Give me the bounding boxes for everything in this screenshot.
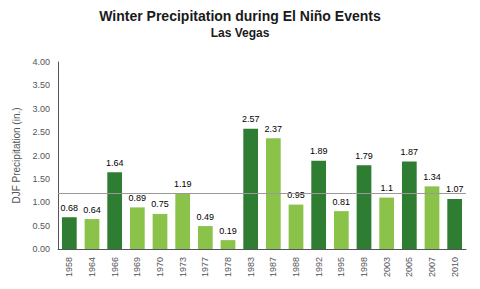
svg-text:2005: 2005 <box>404 257 414 277</box>
svg-text:1988: 1988 <box>291 257 301 277</box>
svg-text:2.50: 2.50 <box>32 127 50 137</box>
svg-text:1983: 1983 <box>246 257 256 277</box>
svg-text:1.89: 1.89 <box>310 146 328 156</box>
svg-text:1978: 1978 <box>223 257 233 277</box>
svg-text:1.50: 1.50 <box>32 174 50 184</box>
svg-text:1995: 1995 <box>336 257 346 277</box>
svg-text:3.00: 3.00 <box>32 104 50 114</box>
svg-text:1970: 1970 <box>155 257 165 277</box>
svg-text:1.1: 1.1 <box>380 183 393 193</box>
svg-text:2003: 2003 <box>382 257 392 277</box>
svg-text:1969: 1969 <box>132 257 142 277</box>
svg-text:1.79: 1.79 <box>355 151 373 161</box>
svg-text:0.19: 0.19 <box>219 226 237 236</box>
svg-text:0.95: 0.95 <box>287 190 305 200</box>
svg-text:0.50: 0.50 <box>32 221 50 231</box>
svg-text:1.34: 1.34 <box>423 172 441 182</box>
svg-text:1.87: 1.87 <box>401 147 419 157</box>
svg-text:1987: 1987 <box>268 257 278 277</box>
svg-text:2010: 2010 <box>450 257 460 277</box>
svg-text:3.50: 3.50 <box>32 80 50 90</box>
svg-text:0.81: 0.81 <box>333 197 351 207</box>
svg-text:0.64: 0.64 <box>83 205 101 215</box>
svg-text:DJF Precipitation (in.): DJF Precipitation (in.) <box>11 107 22 203</box>
svg-text:Winter Precipitation during El: Winter Precipitation during El Niño Even… <box>99 8 381 24</box>
svg-text:4.00: 4.00 <box>32 57 50 67</box>
svg-text:1977: 1977 <box>200 257 210 277</box>
svg-text:0.00: 0.00 <box>32 244 50 254</box>
svg-text:0.75: 0.75 <box>151 199 169 209</box>
svg-text:1958: 1958 <box>64 257 74 277</box>
svg-text:1.64: 1.64 <box>106 158 124 168</box>
svg-text:1966: 1966 <box>110 257 120 277</box>
svg-text:1998: 1998 <box>359 257 369 277</box>
svg-text:2007: 2007 <box>427 257 437 277</box>
svg-text:2.57: 2.57 <box>242 114 260 124</box>
svg-text:1.07: 1.07 <box>446 184 464 194</box>
svg-text:Las Vegas: Las Vegas <box>211 26 270 40</box>
svg-text:2.37: 2.37 <box>265 124 283 134</box>
svg-text:1.19: 1.19 <box>174 179 192 189</box>
svg-text:0.68: 0.68 <box>61 203 79 213</box>
svg-text:0.49: 0.49 <box>197 212 215 222</box>
svg-text:1992: 1992 <box>314 257 324 277</box>
svg-text:2.00: 2.00 <box>32 151 50 161</box>
svg-text:1.00: 1.00 <box>32 197 50 207</box>
svg-text:1973: 1973 <box>178 257 188 277</box>
svg-text:0.89: 0.89 <box>129 193 147 203</box>
svg-text:1964: 1964 <box>87 257 97 277</box>
